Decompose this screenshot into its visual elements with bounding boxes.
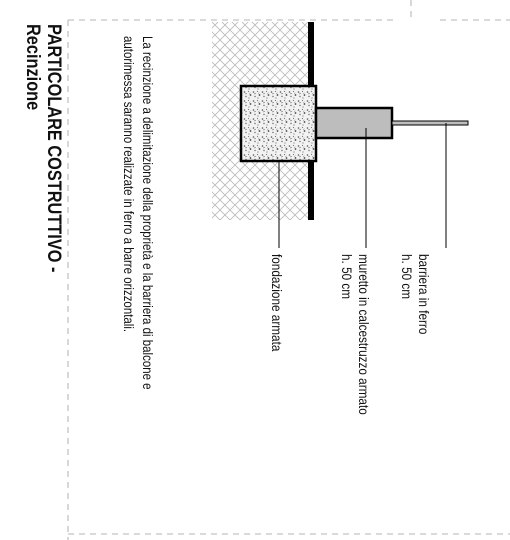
description-line2: autorimessa saranno realizzate in ferro … <box>121 36 137 333</box>
label-wall-line2: h. 50 cm <box>339 254 355 300</box>
sheet-border <box>67 0 510 540</box>
title-line1: PARTICOLARE COSTRUTTIVO - <box>43 24 64 273</box>
description-text: La recinzione a delimitazione della prop… <box>97 36 157 516</box>
label-wall: muretto in calcestruzzo armato h. 50 cm <box>338 254 372 454</box>
label-wall-line1: muretto in calcestruzzo armato <box>356 254 372 415</box>
label-foundation-line1: fondazione armata <box>269 254 285 352</box>
label-barrier-line2: h. 50 cm <box>399 254 415 300</box>
title-line2: Recinzione <box>22 24 43 111</box>
foundation-block <box>239 84 318 163</box>
page-title: PARTICOLARE COSTRUTTIVO - Recinzione <box>4 24 64 364</box>
description-line1: La recinzione a delimitazione della prop… <box>140 36 156 390</box>
label-foundation: fondazione armata <box>268 254 285 454</box>
label-barrier: barriera in ferro h. 50 cm <box>398 254 432 454</box>
label-barrier-line1: barriera in ferro <box>416 254 432 335</box>
iron-barrier <box>391 120 469 126</box>
concrete-wall <box>314 106 394 140</box>
